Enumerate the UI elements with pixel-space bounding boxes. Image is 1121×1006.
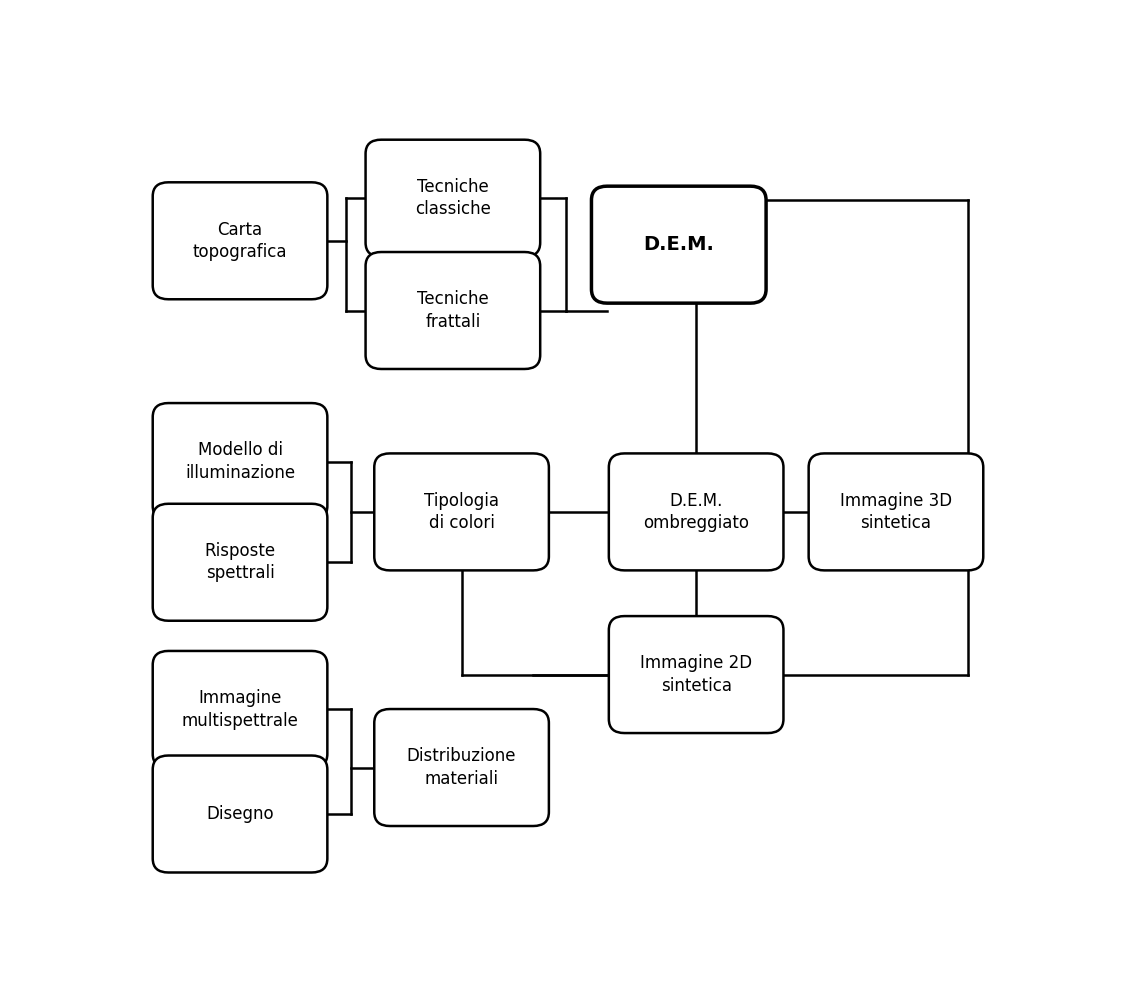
FancyBboxPatch shape <box>365 140 540 257</box>
FancyBboxPatch shape <box>152 651 327 768</box>
FancyBboxPatch shape <box>152 403 327 520</box>
Text: Immagine
multispettrale: Immagine multispettrale <box>182 689 298 729</box>
Text: Immagine 3D
sintetica: Immagine 3D sintetica <box>840 492 952 532</box>
FancyBboxPatch shape <box>592 186 766 303</box>
FancyBboxPatch shape <box>609 616 784 733</box>
Text: Tipologia
di colori: Tipologia di colori <box>424 492 499 532</box>
FancyBboxPatch shape <box>374 454 549 570</box>
Text: Risposte
spettrali: Risposte spettrali <box>204 542 276 582</box>
Text: Immagine 2D
sintetica: Immagine 2D sintetica <box>640 655 752 695</box>
Text: Modello di
illuminazione: Modello di illuminazione <box>185 442 295 482</box>
Text: D.E.M.: D.E.M. <box>643 235 714 255</box>
FancyBboxPatch shape <box>374 709 549 826</box>
Text: Tecniche
classiche: Tecniche classiche <box>415 178 491 218</box>
Text: Distribuzione
materiali: Distribuzione materiali <box>407 747 517 788</box>
FancyBboxPatch shape <box>152 504 327 621</box>
FancyBboxPatch shape <box>152 756 327 872</box>
FancyBboxPatch shape <box>609 454 784 570</box>
Text: Disegno: Disegno <box>206 805 274 823</box>
Text: Carta
topografica: Carta topografica <box>193 220 287 261</box>
FancyBboxPatch shape <box>365 253 540 369</box>
Text: Tecniche
frattali: Tecniche frattali <box>417 291 489 331</box>
FancyBboxPatch shape <box>808 454 983 570</box>
Text: D.E.M.
ombreggiato: D.E.M. ombreggiato <box>643 492 749 532</box>
FancyBboxPatch shape <box>152 182 327 299</box>
